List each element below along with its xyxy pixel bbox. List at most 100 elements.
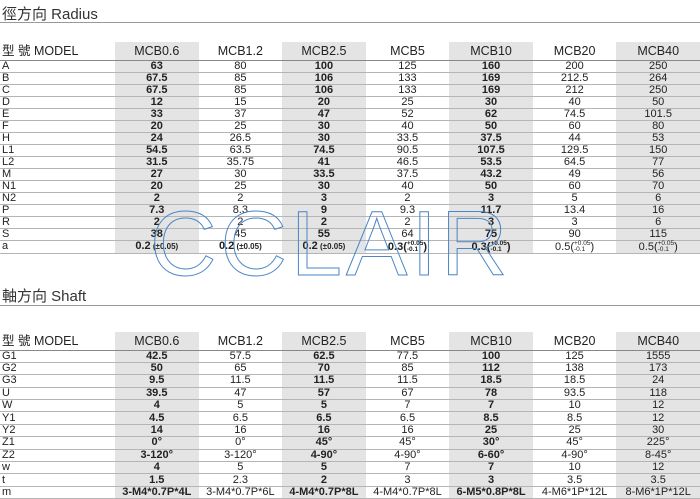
table-row: Y2 14 16 16 16 25 25 30 [0, 424, 700, 438]
table-cell: 30 [198, 168, 283, 181]
table-row: m 3-M4*0.7P*4L 3-M4*0.7P*6L 4-M4*0.7P*8L 4-M… [0, 486, 700, 499]
table-cell: 6 [616, 216, 700, 229]
table-row: E 33 37 47 52 62 74.5 101.5 [0, 108, 700, 121]
table-cell: 200 [532, 60, 617, 73]
table-cell: 50 [616, 96, 700, 109]
table-cell: 60 [532, 180, 617, 193]
row-label: N2 [0, 192, 115, 205]
table-cell: 2 [115, 192, 199, 205]
table-cell: 93.5 [532, 387, 617, 401]
tolerance: (±0.05) [234, 242, 262, 252]
table-cell: 77 [616, 156, 700, 169]
table-cell: 78 [449, 387, 533, 401]
table-cell: 264 [616, 72, 700, 85]
row-label: D [0, 96, 115, 109]
table-cell: 25 [198, 180, 283, 193]
model-header: MCB40 [616, 332, 700, 351]
table-row: G3 9.5 11.5 11.5 11.5 18.5 18.5 24 [0, 374, 700, 388]
table-cell: 3-120° [198, 449, 283, 463]
table-cell: 12 [115, 96, 199, 109]
table-cell: 3 [449, 192, 533, 205]
radius-table: 型 號 MODEL MCB0.6 MCB1.2 MCB2.5 MCB5 MCB10 MCB2… [0, 42, 700, 254]
model-header: MCB10 [449, 42, 533, 61]
table-cell: 4 [115, 461, 199, 475]
table-cell: 80 [616, 120, 700, 133]
table-cell: 12 [616, 411, 700, 425]
table-cell: 8.5 [449, 411, 533, 425]
table-cell: 20 [115, 180, 199, 193]
table-cell: 53.5 [449, 156, 533, 169]
paren: ( [653, 240, 658, 253]
table-cell: 26.5 [198, 132, 283, 145]
tolerance-lower: -0.1 [574, 245, 586, 253]
table-cell: 33.5 [365, 132, 450, 145]
table-cell: 2 [365, 192, 450, 205]
row-label: R [0, 216, 115, 229]
model-header: MCB20 [532, 42, 617, 61]
table-cell: 47 [198, 387, 283, 401]
row-label: P [0, 204, 115, 217]
table-cell: 54.5 [115, 144, 199, 157]
table-cell: 169 [449, 72, 533, 85]
tolerance: (±0.05) [317, 242, 346, 252]
table-cell: 50 [115, 362, 199, 376]
table-cell: 25 [365, 96, 450, 109]
table-cell: 160 [449, 60, 533, 73]
table-cell: 225° [616, 436, 700, 450]
table-cell: 20 [115, 120, 199, 133]
table-cell: 5 [198, 461, 283, 475]
table-cell: 37 [198, 108, 283, 121]
table-cell: 115 [616, 228, 700, 241]
table-cell: 5 [282, 461, 366, 475]
table-row: C 67.5 85 106 133 169 212 250 [0, 84, 700, 97]
table-cell: 4-90° [532, 449, 617, 463]
table-cell: 11.5 [282, 374, 366, 388]
tolerance: (±0.05) [150, 242, 179, 252]
table-cell: 212 [532, 84, 617, 97]
paren: ) [590, 240, 595, 253]
table-row: M 27 30 33.5 37.5 43.2 49 56 [0, 168, 700, 181]
row-label: Y2 [0, 424, 115, 438]
table-cell: 9.3 [365, 204, 450, 217]
table-cell: 11.5 [198, 374, 283, 388]
table-cell: 2.3 [198, 473, 283, 487]
paren: ) [506, 240, 511, 253]
value: 0.5 [638, 240, 654, 253]
table-row: a 0.2 (±0.05) 0.2 (±0.05) 0.2 (±0.05) 0.3(+0… [0, 240, 700, 254]
table-cell: 138 [532, 362, 617, 376]
table-cell: 85 [198, 84, 283, 97]
tolerance-lower: -0.1 [490, 245, 502, 253]
table-row: Z1 0° 0° 45° 45° 30° 45° 225° [0, 436, 700, 450]
table-cell: 13.4 [532, 204, 617, 217]
row-label: t [0, 473, 115, 487]
row-label: L2 [0, 156, 115, 169]
table-cell: 4-90° [282, 449, 366, 463]
row-label: G1 [0, 350, 115, 363]
row-label: Z2 [0, 449, 115, 463]
table-cell: 52 [365, 108, 450, 121]
table-cell: 25 [532, 424, 617, 438]
table-cell: 2 [282, 473, 366, 487]
table-cell: 24 [616, 374, 700, 388]
table-cell: 112 [449, 362, 533, 376]
table-cell: 45° [365, 436, 450, 450]
table-cell: 8-M6*1P*12L [616, 486, 700, 499]
table-cell: 64.5 [532, 156, 617, 169]
table-cell: 6-60° [449, 449, 533, 463]
table-row: B 67.5 85 106 133 169 212.5 264 [0, 72, 700, 85]
model-header: MCB0.6 [115, 42, 199, 61]
table-cell: 150 [616, 144, 700, 157]
table-cell: 0.3(+0.05 -0.1) [365, 240, 450, 254]
table-cell: 67.5 [115, 72, 199, 85]
value: 0.2 [218, 240, 235, 253]
table-cell: 1.5 [115, 473, 199, 487]
paren: ) [423, 240, 428, 253]
table-cell: 106 [282, 84, 366, 97]
table-cell: 3-M4*0.7P*6L [198, 486, 283, 499]
table-cell: 49 [532, 168, 617, 181]
table-cell: 6.5 [365, 411, 450, 425]
table-cell: 74.5 [532, 108, 617, 121]
table-cell: 3 [282, 192, 366, 205]
table-cell: 24 [115, 132, 199, 145]
table-cell: 5 [198, 399, 283, 413]
